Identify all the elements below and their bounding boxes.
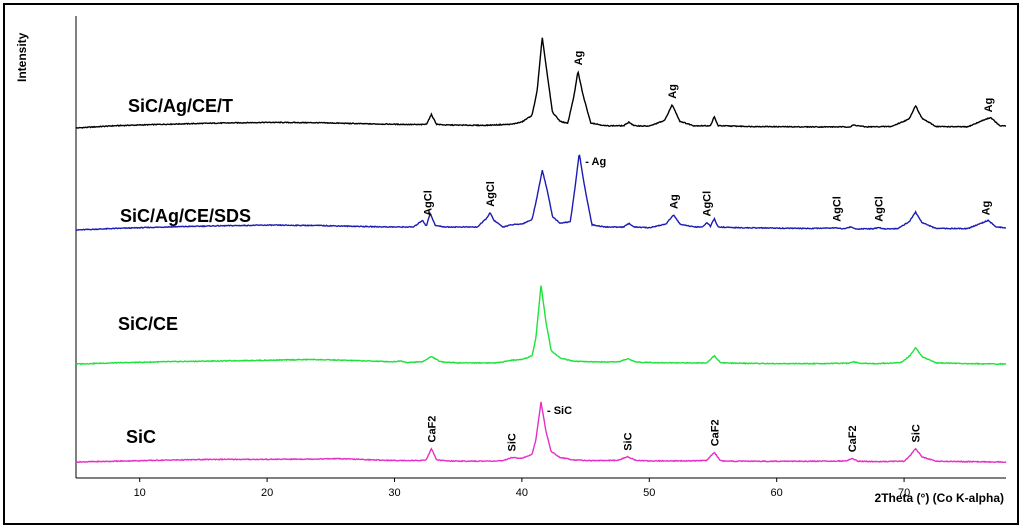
peak-annotation: Ag [981, 201, 993, 216]
series-line [75, 154, 1007, 232]
x-tick-label: 10 [134, 487, 146, 499]
peak-annotation: - Ag [585, 156, 606, 168]
peak-annotation: AgCl [485, 181, 497, 207]
peak-annotation: Ag [983, 98, 995, 113]
series-line [75, 37, 1007, 129]
series-label: SiC/Ag/CE/T [128, 96, 233, 116]
peak-annotation: AgCl [423, 190, 435, 216]
series-label: SiC [126, 427, 156, 447]
x-tick-label: 40 [516, 487, 528, 499]
peak-annotation: - SiC [547, 405, 572, 417]
series-label: SiC/Ag/CE/SDS [120, 206, 251, 226]
peak-annotation: CaF2 [847, 425, 859, 452]
axes: 10 20 30 40 50 60 70 [75, 16, 1006, 499]
peak-annotation: CaF2 [709, 419, 721, 446]
x-tick-label: 30 [388, 487, 400, 499]
peak-annotation: SiC [623, 432, 635, 450]
x-tick-label: 70 [898, 487, 910, 499]
peak-annotation: CaF2 [426, 416, 438, 443]
x-tick-label: 20 [261, 487, 273, 499]
x-axis-title: 2Theta (°) (Co K-alpha) [875, 491, 1004, 505]
x-ticks: 10 20 30 40 50 60 70 [134, 478, 910, 499]
peak-annotation: AgCl [874, 196, 886, 222]
series-group: SiC/Ag/CE/T SiC/Ag/CE/SDS SiC/CE SiC [75, 37, 1007, 464]
peak-annotation: SiC [507, 433, 519, 451]
series-line [75, 401, 1007, 464]
annotation-group: Ag Ag Ag AgCl AgCl - Ag Ag AgCl AgCl AgCl Ag CaF2 Si… [423, 51, 996, 453]
x-tick-label: 60 [771, 487, 783, 499]
peak-annotation: AgCl [702, 191, 714, 217]
series-line [75, 285, 1007, 366]
peak-annotation: Ag [667, 84, 679, 99]
peak-annotation: Ag [669, 194, 681, 209]
peak-annotation: AgCl [832, 196, 844, 222]
figure-frame [3, 3, 1019, 525]
series-label: SiC/CE [118, 314, 178, 334]
x-tick-label: 50 [643, 487, 655, 499]
peak-annotation: Ag [573, 51, 585, 66]
peak-annotation: SiC [911, 424, 923, 442]
y-axis-title: Intensity [15, 32, 29, 82]
